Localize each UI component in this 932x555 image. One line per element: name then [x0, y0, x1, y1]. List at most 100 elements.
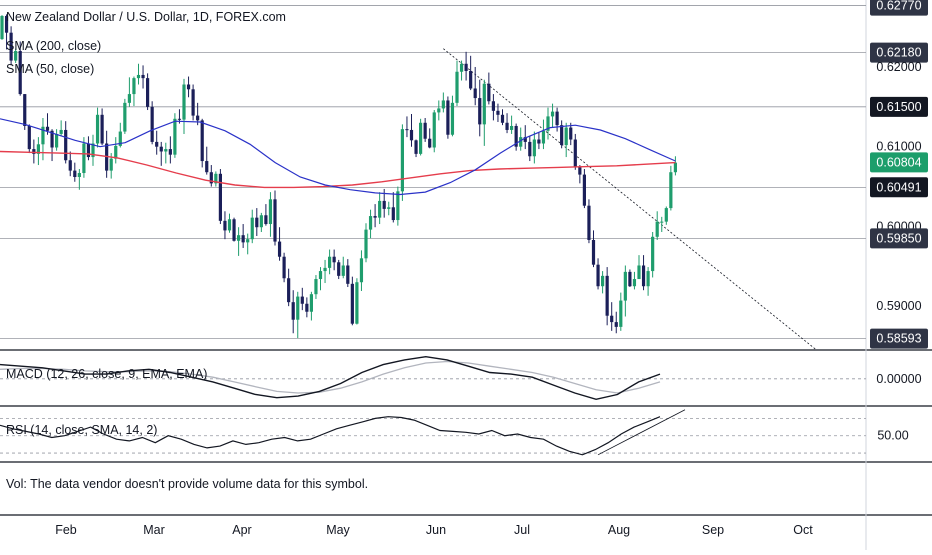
chart-title: New Zealand Dollar / U.S. Dollar, 1D, FO…	[6, 10, 286, 24]
candle-body	[673, 162, 677, 173]
candle-body	[332, 256, 336, 263]
candle-body	[387, 207, 391, 209]
candle-body	[296, 296, 300, 320]
candle-body	[669, 172, 673, 209]
candle-body	[136, 74, 141, 79]
candle-body	[628, 271, 632, 287]
price-label: 0.61500	[876, 100, 921, 114]
price-label-box	[870, 152, 928, 173]
candle-body	[127, 94, 131, 103]
price-label: 0.59000	[876, 299, 921, 313]
candle-body	[146, 78, 150, 107]
candle-body	[232, 219, 236, 241]
candle-body	[455, 71, 459, 103]
candle-body	[227, 219, 232, 231]
candle-body	[541, 130, 546, 144]
candle-body	[619, 300, 623, 327]
candle-body	[482, 83, 486, 125]
candle-body	[491, 101, 495, 111]
candle-body	[464, 63, 468, 71]
volume-note: Vol: The data vendor doesn't provide vol…	[6, 477, 369, 491]
candle-body	[59, 129, 63, 134]
candle-body	[514, 125, 518, 147]
candle-body	[423, 122, 427, 139]
rsi-line	[0, 416, 661, 456]
candle-body	[68, 160, 72, 171]
candle-body	[150, 106, 154, 142]
candle-body	[582, 174, 586, 206]
candle-body	[359, 258, 364, 283]
price-label-box	[870, 228, 928, 249]
candle-body	[487, 83, 491, 102]
candle-body	[200, 120, 204, 162]
candle-body	[14, 51, 18, 61]
candle-body	[546, 116, 550, 131]
candle-body	[564, 127, 568, 146]
candle-body	[114, 145, 118, 159]
candle-body	[473, 88, 477, 99]
candle-body	[432, 112, 436, 148]
candle-body	[510, 125, 514, 130]
candle-body	[337, 262, 341, 276]
price-label: 0.59850	[876, 231, 921, 245]
x-tick-label: Mar	[143, 523, 165, 537]
candle-body	[505, 122, 509, 130]
candle-body	[605, 275, 609, 316]
price-label: 0.62180	[876, 46, 921, 60]
candle-body	[596, 264, 600, 287]
candle-body	[255, 217, 259, 228]
candle-body	[441, 100, 445, 109]
candle-body	[496, 110, 500, 115]
candle-body	[368, 216, 373, 230]
candle-body	[641, 265, 646, 287]
candle-body	[4, 15, 9, 33]
candle-body	[186, 84, 191, 90]
candle-body	[614, 322, 618, 327]
candle-body	[173, 118, 177, 155]
candle-body	[41, 126, 45, 145]
candle-body	[560, 125, 564, 146]
candle-body	[264, 215, 268, 225]
candle-body	[64, 129, 68, 161]
candle-body	[55, 133, 59, 148]
candle-body	[36, 144, 40, 154]
candle-body	[419, 122, 423, 154]
candle-body	[291, 302, 295, 320]
candle-body	[396, 191, 400, 221]
price-label-box	[870, 42, 928, 63]
sma-50-label: SMA (50, close)	[6, 62, 95, 76]
candle-body	[300, 296, 304, 304]
candle-body	[18, 51, 22, 95]
x-tick-label: Apr	[232, 523, 251, 537]
sma-50-line	[0, 118, 676, 196]
candle-body	[623, 271, 627, 301]
price-label: 0.58593	[876, 332, 921, 346]
candle-body	[100, 114, 104, 144]
candle-body	[177, 118, 182, 120]
x-tick-label: Jun	[426, 523, 446, 537]
candle-body	[610, 315, 614, 323]
x-tick-label: Sep	[702, 523, 724, 537]
candle-body	[86, 143, 91, 158]
candle-body	[159, 146, 163, 152]
candle-body	[382, 200, 386, 209]
candle-body	[341, 265, 345, 276]
candle-body	[168, 149, 172, 155]
candle-body	[414, 140, 418, 154]
candle-body	[205, 161, 209, 173]
candle-body	[118, 131, 122, 146]
candle-body	[405, 129, 409, 131]
candle-body	[318, 271, 323, 280]
x-tick-label: Jul	[514, 523, 530, 537]
candle-body	[155, 141, 159, 147]
macd-label: MACD (12, 26, close, 9, EMA, EMA)	[6, 367, 208, 381]
candle-body	[646, 271, 650, 287]
candle-body	[277, 241, 282, 257]
candle-body	[573, 139, 577, 168]
candle-body	[223, 220, 227, 231]
candle-body	[323, 267, 327, 272]
candle-body	[109, 158, 113, 171]
candle-body	[450, 102, 455, 135]
